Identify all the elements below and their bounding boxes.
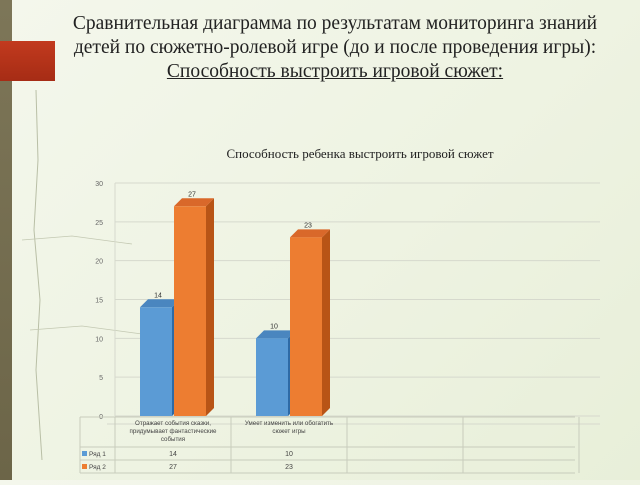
bar-top bbox=[140, 299, 180, 308]
bar bbox=[256, 338, 288, 416]
category-label: придумывает фантастические bbox=[130, 428, 217, 435]
category-label: сюжет игры bbox=[272, 428, 306, 435]
bar-value-label: 10 bbox=[270, 323, 278, 330]
bar-value-label: 23 bbox=[304, 222, 312, 229]
category-label: Умеет изменить или обогатить bbox=[245, 420, 333, 427]
red-accent-tab bbox=[0, 41, 55, 81]
bar-side bbox=[322, 229, 330, 416]
bar bbox=[290, 237, 322, 416]
y-tick-label: 25 bbox=[95, 220, 103, 227]
legend-series-name: Ряд 2 bbox=[89, 464, 106, 471]
legend-swatch bbox=[82, 464, 87, 469]
bar bbox=[174, 206, 206, 416]
chart-area: Способность ребенка выстроить игровой сю… bbox=[70, 140, 600, 480]
bar bbox=[140, 307, 172, 416]
bar-side bbox=[206, 198, 214, 416]
y-tick-label: 20 bbox=[95, 259, 103, 266]
y-tick-label: 5 bbox=[99, 375, 103, 382]
category-label: Отражает события сказки, bbox=[135, 420, 211, 427]
table-value: 10 bbox=[285, 451, 293, 458]
y-tick-label: 30 bbox=[95, 181, 103, 188]
table-value: 14 bbox=[169, 451, 177, 458]
bar-top bbox=[174, 198, 214, 207]
legend-series-name: Ряд 1 bbox=[89, 451, 106, 458]
bar-chart: 05101520253014271023Отражает события ска… bbox=[79, 181, 600, 474]
chart-title: Способность ребенка выстроить игровой сю… bbox=[226, 146, 494, 161]
bar-top bbox=[290, 229, 330, 238]
table-value: 27 bbox=[169, 464, 177, 471]
table-value: 23 bbox=[285, 464, 293, 471]
bar-value-label: 27 bbox=[188, 191, 196, 198]
bar-top bbox=[256, 330, 296, 339]
y-tick-label: 10 bbox=[95, 336, 103, 343]
slide-title-line-1: Сравнительная диаграмма по результатам м… bbox=[72, 13, 598, 34]
slide-title-line-2: детей по сюжетно-ролевой игре (до и посл… bbox=[73, 37, 597, 58]
y-tick-label: 15 bbox=[95, 298, 103, 305]
bar-value-label: 14 bbox=[154, 292, 162, 299]
category-label: события bbox=[161, 436, 185, 443]
slide-title: Сравнительная диаграмма по результатам м… bbox=[40, 12, 630, 84]
left-accent-strip bbox=[0, 0, 12, 480]
legend-swatch bbox=[82, 451, 87, 456]
slide-title-line-3: Способность выстроить игровой сюжет: bbox=[166, 61, 504, 82]
